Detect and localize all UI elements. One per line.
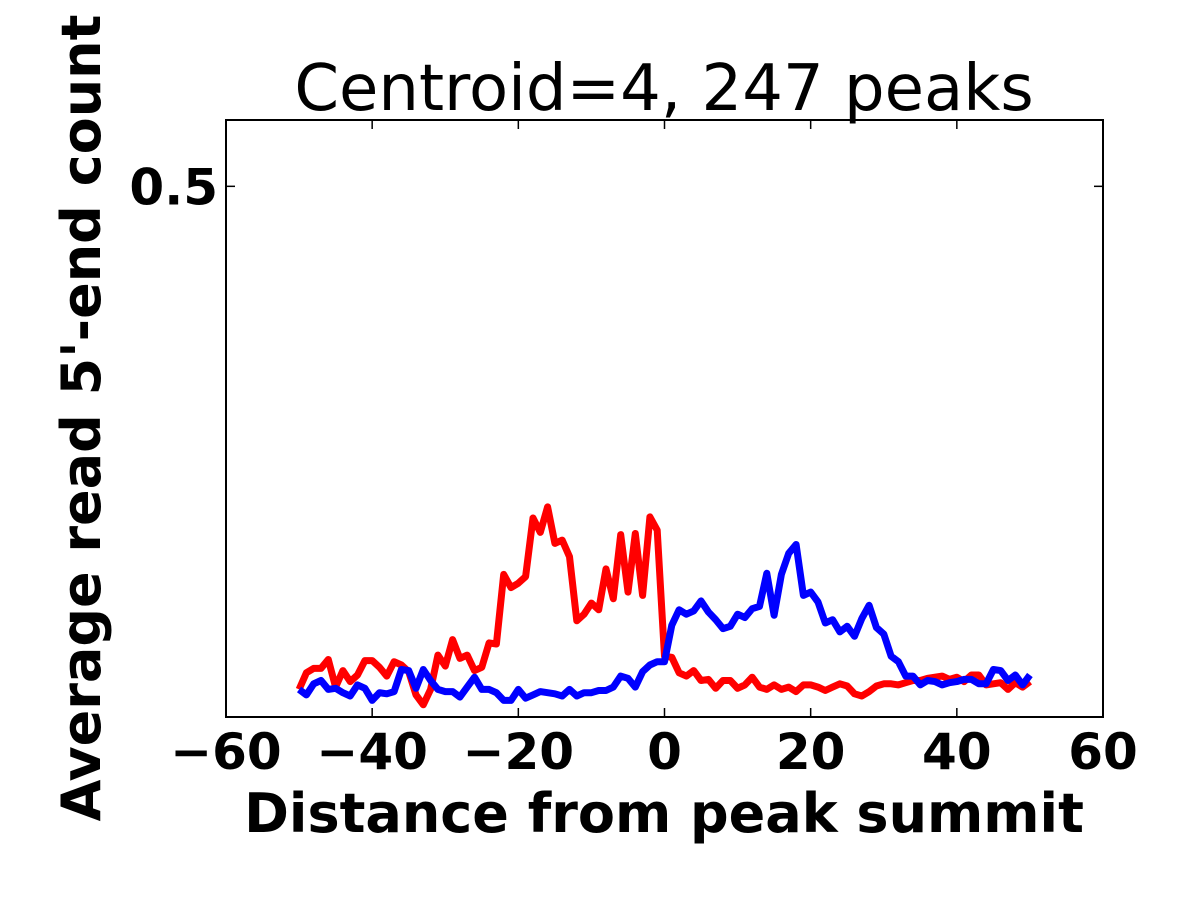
x-axis-label: Distance from peak summit bbox=[244, 782, 1084, 845]
series-layer bbox=[295, 503, 1033, 709]
x-tick-label: 40 bbox=[922, 723, 992, 781]
chart-title: Centroid=4, 247 peaks bbox=[294, 52, 1033, 126]
x-tick-label: −60 bbox=[170, 723, 281, 781]
y-tick-label: 0.5 bbox=[129, 158, 218, 216]
plot-frame bbox=[225, 119, 1104, 718]
x-tick-label: 0 bbox=[647, 723, 682, 781]
x-tick-label: 60 bbox=[1068, 723, 1138, 781]
x-tick-label: −40 bbox=[316, 723, 427, 781]
y-axis-label: Average read 5'-end count bbox=[50, 15, 113, 822]
x-tick-label: −20 bbox=[463, 723, 574, 781]
x-tick-label: 20 bbox=[776, 723, 846, 781]
series-line-2 bbox=[296, 541, 1033, 704]
tick-layer: −60 −40 −20 0 20 40 60 0.5 bbox=[129, 120, 1138, 781]
